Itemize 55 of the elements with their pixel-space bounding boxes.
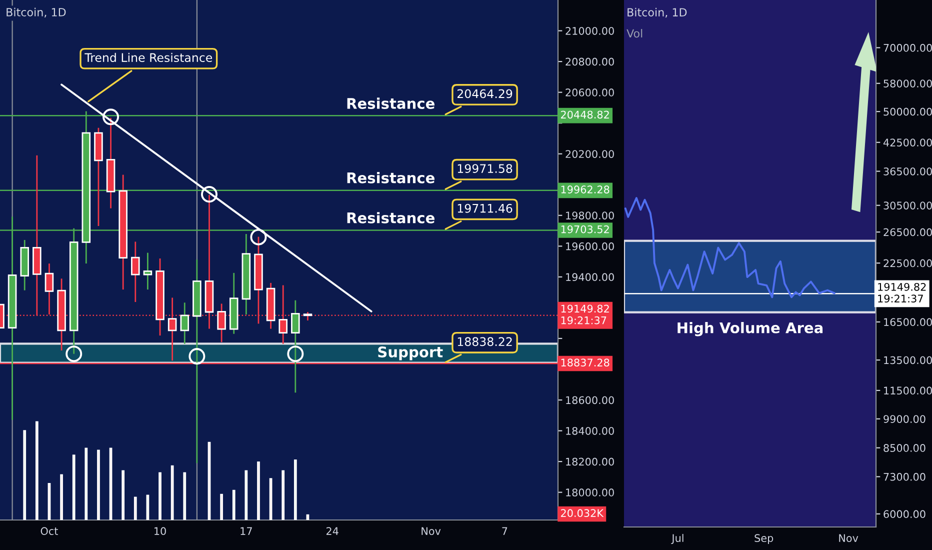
ref-line-label: 19962.28: [561, 186, 610, 194]
y-tick-label: 50000.00: [884, 108, 932, 116]
y-tick-label: 20600.00: [566, 88, 614, 96]
text: 20.032K: [560, 509, 604, 518]
y-tick-label: 70000.00: [884, 44, 932, 52]
y-tick-label: 19600.00: [566, 242, 614, 250]
annotation: Trend Line Resistance: [84, 52, 212, 62]
y-tick-label: 36500.00: [884, 167, 932, 176]
y-tick-label: 26500.00: [884, 228, 932, 236]
y-tick-label: 16500.00: [884, 318, 932, 326]
y-tick-label: 9900.00: [884, 415, 926, 423]
ref-line-label: 19149.82 19:21:37: [878, 282, 926, 303]
ref-line-label: 20448.82: [560, 110, 609, 119]
y-tick-label: 20200.00: [566, 150, 614, 158]
y-tick-label: 18200.00: [566, 458, 614, 466]
band-label: Support: [378, 346, 443, 360]
x-tick-label: Sep: [754, 534, 774, 544]
annotation: 18838.22: [458, 337, 512, 346]
x-tick-label: 10: [154, 527, 166, 536]
y-tick-label: 19800.00: [566, 212, 614, 220]
y-tick-label: 13500.00: [884, 356, 932, 364]
y-tick-label: 21000.00: [566, 26, 614, 35]
y-tick-label: 7300.00: [884, 472, 926, 481]
y-tick-label: 6000.00: [884, 510, 926, 518]
text: Vol: [626, 28, 642, 38]
x-tick-label: Nov: [422, 527, 441, 536]
annotation: 19971.58: [458, 164, 512, 174]
annotation: 19711.46: [458, 204, 512, 213]
ref-line-label: 19703.52: [561, 225, 609, 234]
x-tick-label: Oct: [40, 527, 58, 536]
text: Bitcoin, 1D: [6, 8, 66, 18]
annotation: Resistance: [347, 98, 434, 109]
y-tick-label: 20800.00: [566, 58, 614, 66]
y-tick-label: 19400.00: [566, 273, 614, 282]
ref-line-label: 18837.28: [561, 358, 610, 367]
y-tick-label: 30500.00: [884, 202, 932, 210]
x-tick-label: Jul: [671, 534, 684, 544]
y-tick-label: 11500.00: [884, 386, 932, 395]
band-label: High Volume Area: [678, 322, 823, 336]
x-tick-label: 7: [502, 527, 508, 535]
y-tick-label: 42500.00: [883, 138, 932, 146]
x-tick-label: Nov: [839, 534, 858, 542]
text: Bitcoin, 1D: [628, 8, 687, 18]
annotation: Resistance: [347, 172, 434, 184]
x-tick-label: 17: [240, 527, 252, 535]
annotation: 20464.29: [457, 89, 512, 98]
y-tick-label: 18600.00: [566, 396, 614, 404]
ref-line-label: 19149.82 19:21:37: [561, 304, 609, 324]
y-tick-label: 8500.00: [884, 444, 926, 452]
annotation: Resistance: [347, 212, 434, 224]
x-tick-label: 24: [326, 527, 338, 535]
y-tick-label: 22500.00: [884, 259, 932, 268]
y-tick-label: 18400.00: [566, 426, 614, 435]
y-tick-label: 18000.00: [566, 488, 614, 496]
y-tick-label: 58000.00: [884, 80, 932, 88]
